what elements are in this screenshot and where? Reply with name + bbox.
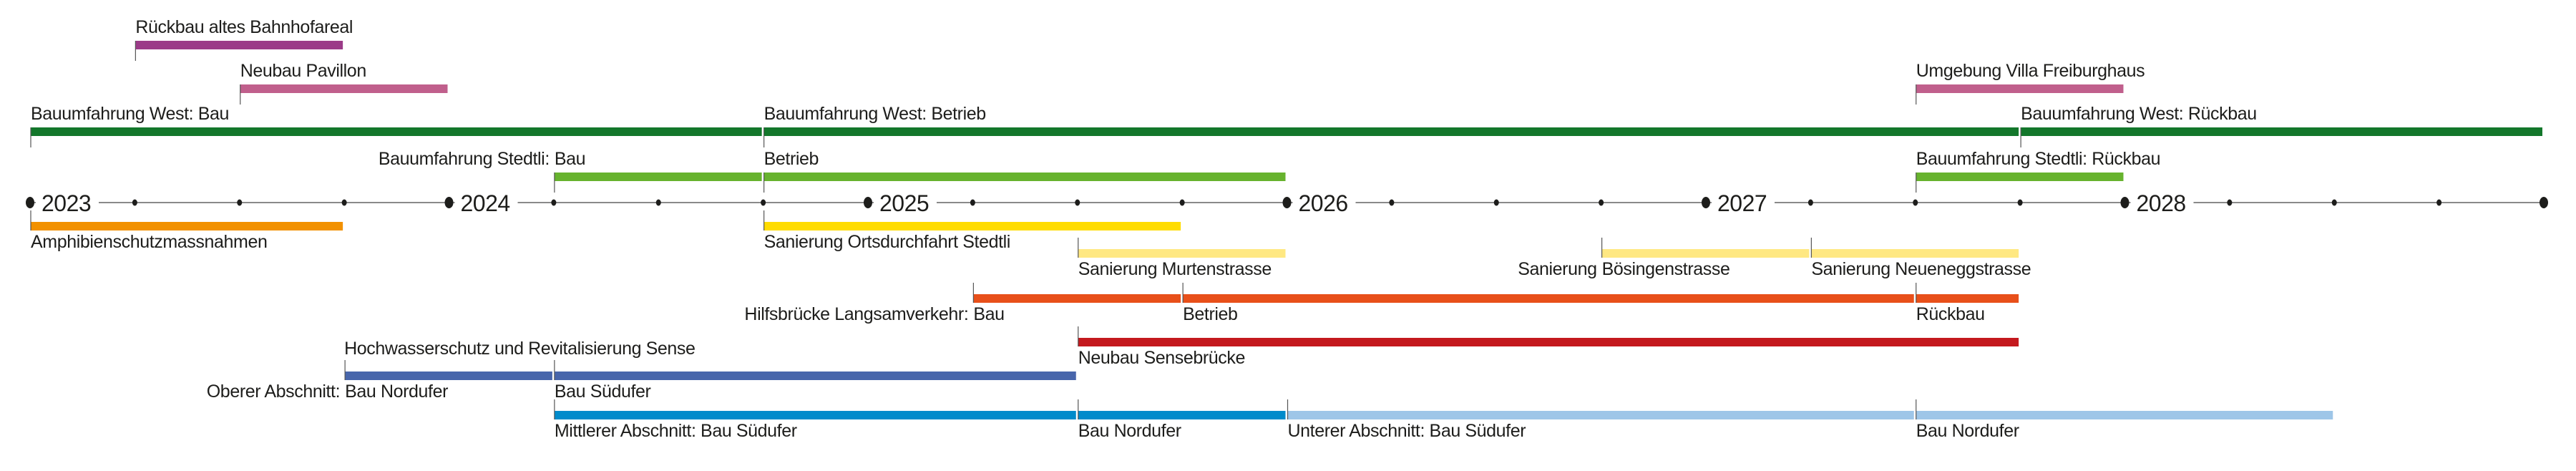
year-dot: [2120, 197, 2129, 208]
year-label: 2024: [461, 190, 510, 216]
timeline-bar: [1916, 84, 2124, 93]
year-label: 2026: [1299, 190, 1348, 216]
segment-label: Bau Nordufer: [345, 382, 448, 402]
year-label: 2027: [1717, 190, 1767, 216]
quarter-tick: [1389, 199, 1395, 206]
segment-label: Bau: [973, 304, 1004, 324]
year-dot: [1702, 197, 1710, 208]
segment-label: Sanierung Ortsdurchfahrt Stedtli: [764, 232, 1010, 252]
quarter-tick: [551, 199, 557, 206]
year-dot: [864, 197, 872, 208]
timeline-bar: [973, 294, 1181, 303]
year-label: 2023: [42, 190, 91, 216]
quarter-tick: [970, 199, 975, 206]
segment-label: Neubau Sensebrücke: [1078, 348, 1245, 368]
year-dot: [444, 197, 454, 208]
quarter-tick: [655, 199, 661, 206]
timeline-bar: [763, 127, 2019, 136]
year-label-background: [1712, 188, 1775, 217]
timeline-bar: [1287, 411, 1914, 419]
year-label-background: [36, 188, 99, 217]
quarter-tick: [1599, 199, 1604, 206]
axis-end-dot: [2540, 197, 2548, 208]
segment-label-prefix: Sanierung: [1518, 259, 1596, 279]
timeline-bar: [345, 372, 552, 380]
timeline-bar: [1916, 294, 2019, 303]
segment-label: Betrieb: [764, 149, 819, 169]
segment-label: Bösingenstrasse: [1602, 259, 1730, 279]
segment-label: Betrieb: [1183, 304, 1237, 324]
segment-label: Sanierung Neueneggstrasse: [1811, 259, 2031, 279]
segment-label: Bauumfahrung West: Betrieb: [764, 104, 986, 124]
year-label-background: [2130, 188, 2194, 217]
timeline-bar: [1601, 249, 1810, 258]
timeline-bar: [2021, 127, 2542, 136]
segment-label-prefix: Hilfsbrücke Langsamverkehr:: [744, 304, 968, 324]
group-title: Hochwasserschutz und Revitalisierung Sen…: [344, 339, 695, 359]
segment-label: Rückbau: [1916, 304, 1985, 324]
timeline-bar: [1078, 338, 2019, 346]
segment-label: Bauumfahrung Stedtli: Rückbau: [1916, 149, 2160, 169]
year-label-background: [454, 188, 518, 217]
segment-label: Umgebung Villa Freiburghaus: [1916, 61, 2145, 81]
timeline-bar: [763, 222, 1181, 230]
segment-label-prefix: Oberer Abschnitt:: [207, 382, 340, 402]
quarter-tick: [1493, 199, 1499, 206]
year-label: 2028: [2137, 190, 2186, 216]
segment-label: Bau Nordufer: [1078, 421, 1181, 441]
quarter-tick: [2227, 199, 2233, 206]
timeline-bar: [554, 173, 762, 181]
quarter-tick: [1913, 199, 1918, 206]
quarter-tick: [341, 199, 347, 206]
segment-label: Bauumfahrung West: Bau: [31, 104, 229, 124]
quarter-tick: [2331, 199, 2337, 206]
timeline-bar: [1916, 411, 2333, 419]
quarter-tick: [2436, 199, 2442, 206]
quarter-tick: [761, 199, 766, 206]
segment-label: Neubau Pavillon: [240, 61, 366, 81]
segment-label: Bau: [555, 149, 585, 169]
year-dot: [1282, 197, 1292, 208]
quarter-tick: [1075, 199, 1080, 206]
quarter-tick: [237, 199, 243, 206]
segment-label: Bau Südufer: [555, 382, 651, 402]
timeline-bar: [554, 411, 1076, 419]
year-dot: [26, 197, 34, 208]
segment-label: Bau Nordufer: [1916, 421, 2019, 441]
year-label-background: [874, 188, 937, 217]
segment-label-prefix: Bauumfahrung Stedtli:: [379, 149, 550, 169]
quarter-tick: [1807, 199, 1813, 206]
year-label-background: [1292, 188, 1356, 217]
segment-label: Sanierung Murtenstrasse: [1078, 259, 1272, 279]
timeline-bar: [31, 127, 762, 136]
segment-label: Amphibienschutzmassnahmen: [31, 232, 267, 252]
timeline-bar: [1183, 294, 1914, 303]
segment-label: Mittlerer Abschnitt: Bau Südufer: [555, 421, 797, 441]
segment-label: Unterer Abschnitt: Bau Südufer: [1288, 421, 1526, 441]
segment-label: Bauumfahrung West: Rückbau: [2021, 104, 2257, 124]
segment-label: Rückbau altes Bahnhofareal: [135, 17, 353, 37]
timeline-bar: [554, 372, 1076, 380]
timeline-bar: [1078, 411, 1286, 419]
timeline-bar: [31, 222, 343, 230]
timeline-bar: [763, 173, 1286, 181]
timeline-bar: [240, 84, 448, 93]
year-label: 2025: [879, 190, 929, 216]
quarter-tick: [132, 199, 137, 206]
timeline-bar: [1078, 249, 1286, 258]
timeline-bar: [135, 41, 343, 49]
quarter-tick: [1179, 199, 1185, 206]
timeline-bar: [1811, 249, 2019, 258]
timeline-bar: [1916, 173, 2124, 181]
quarter-tick: [2017, 199, 2023, 206]
